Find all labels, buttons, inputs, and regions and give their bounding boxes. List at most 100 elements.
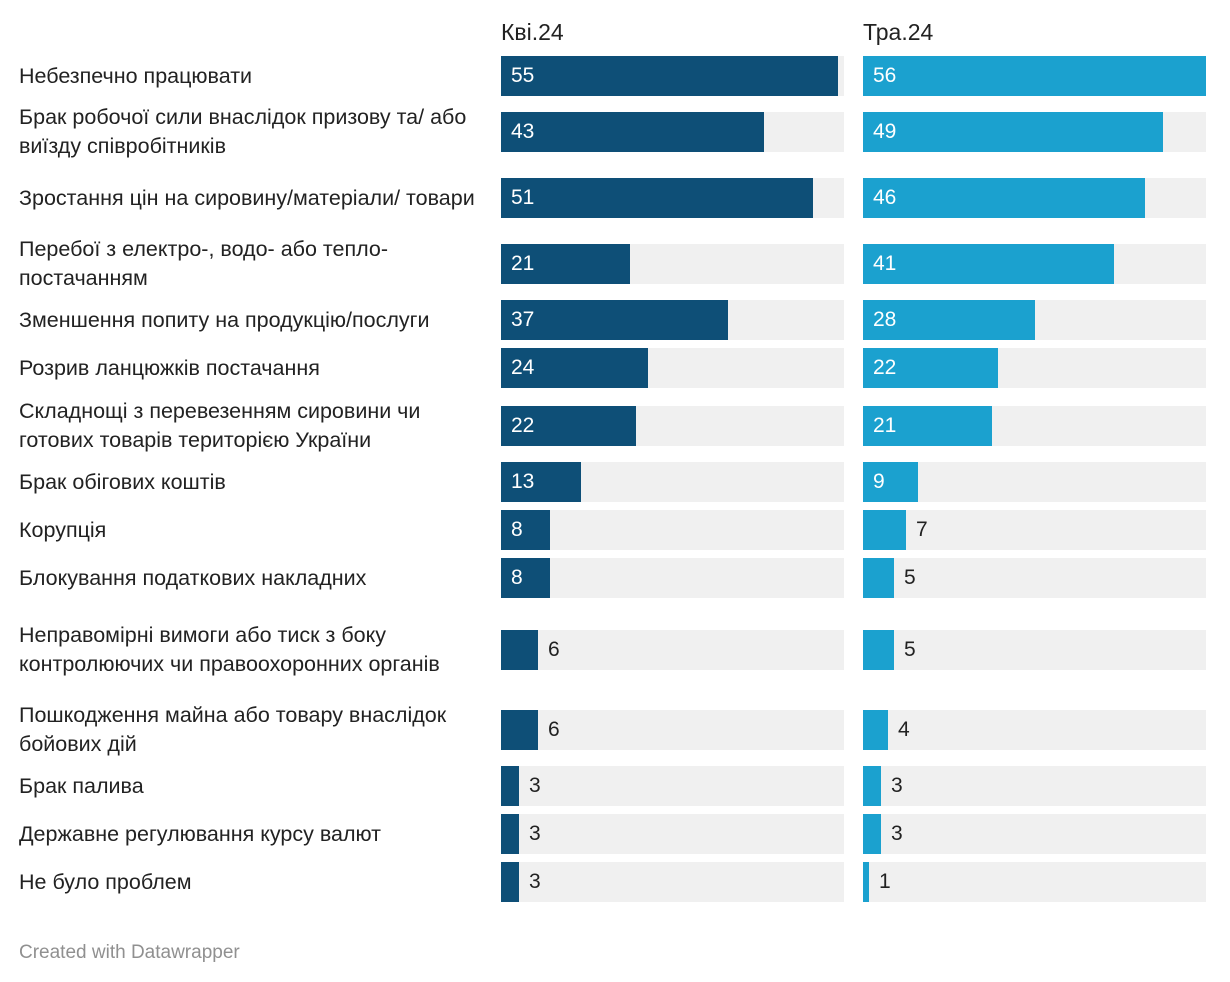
bar <box>863 510 906 550</box>
bar <box>501 178 813 218</box>
bar <box>863 630 894 670</box>
bar-track: 3 <box>863 814 1206 854</box>
bar <box>863 766 881 806</box>
category-label: Розрив ланцюжків постачання <box>19 355 320 380</box>
data-label: 8 <box>511 566 523 589</box>
bar-track: 28 <box>863 300 1206 340</box>
bar-track: 37 <box>501 300 844 340</box>
category-label: Корупція <box>19 517 107 542</box>
bar-track: 5 <box>863 558 1206 598</box>
bar <box>501 462 581 502</box>
bar <box>863 462 918 502</box>
bar <box>501 710 538 750</box>
category-label: Неправомірні вимоги або тиск з боку конт… <box>19 623 440 676</box>
category-label: Брак робочої сили внаслідок призову та/ … <box>19 105 467 158</box>
bar <box>863 710 888 750</box>
data-label: 9 <box>873 470 885 493</box>
data-label: 41 <box>873 252 897 275</box>
data-label: 3 <box>529 774 541 797</box>
data-label: 21 <box>873 414 897 437</box>
bar-track: 9 <box>863 462 1206 502</box>
bar <box>501 244 630 284</box>
bar <box>501 56 838 96</box>
bar-track: 22 <box>501 406 844 446</box>
bar-track: 55 <box>501 56 844 96</box>
data-label: 51 <box>511 186 535 209</box>
category-label: Небезпечно працювати <box>19 63 253 88</box>
category-label: Пошкодження майна або товару внаслідок б… <box>19 703 447 756</box>
data-label: 6 <box>548 718 560 741</box>
bar-track: 51 <box>501 178 844 218</box>
bar-track: 6 <box>501 710 844 750</box>
bar <box>501 558 550 598</box>
bar-track: 4 <box>863 710 1206 750</box>
category-label: Брак палива <box>19 773 144 798</box>
bar-track: 8 <box>501 510 844 550</box>
category-label: Брак обігових коштів <box>19 469 226 494</box>
category-label: Блокування податкових накладних <box>19 565 367 590</box>
data-label: 7 <box>916 518 928 541</box>
bar-track: 22 <box>863 348 1206 388</box>
category-label: Складнощі з перевезенням сировини чи гот… <box>19 399 421 452</box>
data-label: 21 <box>511 252 535 275</box>
bar <box>863 814 881 854</box>
data-label: 22 <box>511 414 535 437</box>
data-label: 56 <box>873 64 897 87</box>
bar <box>501 112 764 152</box>
bar-track: 6 <box>501 630 844 670</box>
category-label: Зменшення попиту на продукцію/послуги <box>19 307 430 332</box>
bar-track: 1 <box>863 862 1206 902</box>
bar <box>501 862 519 902</box>
bar-track: 43 <box>501 112 844 152</box>
bar <box>863 112 1163 152</box>
bar <box>501 348 648 388</box>
bar <box>501 406 636 446</box>
bar-track: 3 <box>501 862 844 902</box>
bar-track: 3 <box>863 766 1206 806</box>
category-label: Державне регулювання курсу валют <box>19 821 382 846</box>
bar-track: 3 <box>501 814 844 854</box>
bar <box>501 510 550 550</box>
category-label: Не було проблем <box>19 869 192 894</box>
data-label: 6 <box>548 638 560 661</box>
data-label: 46 <box>873 186 897 209</box>
datawrapper-credit: Created with Datawrapper <box>19 942 240 963</box>
data-label: 3 <box>529 822 541 845</box>
bar-track: 41 <box>863 244 1206 284</box>
bar <box>863 862 869 902</box>
bar-track: 49 <box>863 112 1206 152</box>
bar <box>863 244 1114 284</box>
column-header-2: Тра.24 <box>863 19 934 45</box>
data-label: 3 <box>529 870 541 893</box>
data-label: 49 <box>873 120 897 143</box>
data-label: 13 <box>511 470 535 493</box>
bar-track: 5 <box>863 630 1206 670</box>
bar <box>863 406 992 446</box>
bar-track: 56 <box>863 56 1206 96</box>
bar <box>863 56 1206 96</box>
bar-track: 7 <box>863 510 1206 550</box>
bar <box>863 348 998 388</box>
bar <box>863 558 894 598</box>
category-label: Перебої з електро-, водо- або тепло- пос… <box>19 237 389 290</box>
data-label: 37 <box>511 308 535 331</box>
data-label: 55 <box>511 64 535 87</box>
column-header-1: Кві.24 <box>501 19 564 45</box>
bar <box>501 300 728 340</box>
data-label: 5 <box>904 638 916 661</box>
bar-track: 46 <box>863 178 1206 218</box>
bar-track: 13 <box>501 462 844 502</box>
data-label: 28 <box>873 308 897 331</box>
data-label: 4 <box>898 718 910 741</box>
data-label: 22 <box>873 356 897 379</box>
bar <box>863 300 1035 340</box>
data-label: 3 <box>891 774 903 797</box>
data-label: 8 <box>511 518 523 541</box>
data-label: 43 <box>511 120 535 143</box>
bar-track: 3 <box>501 766 844 806</box>
bar <box>501 814 519 854</box>
bar <box>863 178 1145 218</box>
data-label: 24 <box>511 356 535 379</box>
category-label: Зростання цін на сировину/матеріали/ тов… <box>19 185 475 210</box>
